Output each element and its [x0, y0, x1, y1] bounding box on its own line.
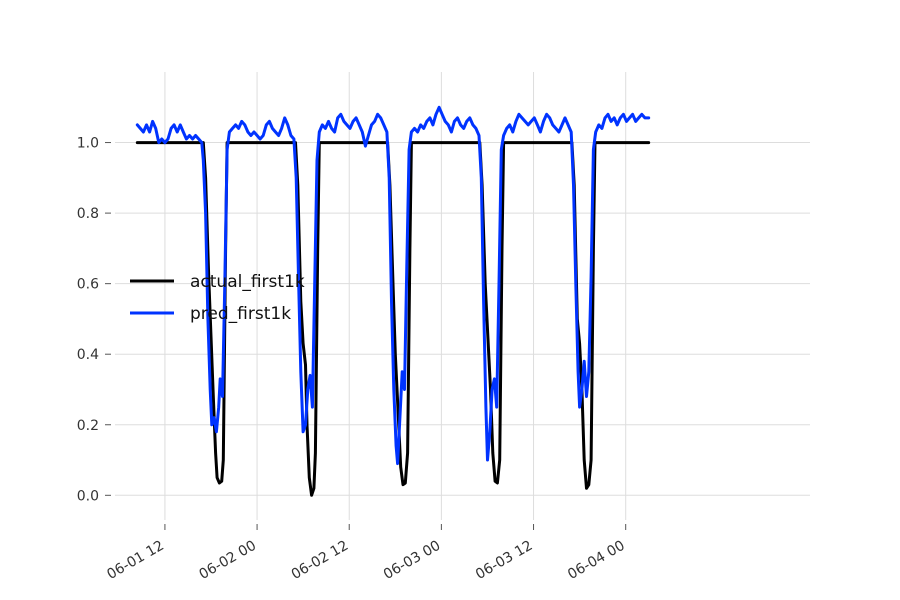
grid [115, 72, 810, 520]
x-tick-label: 06-04 00 [565, 538, 628, 583]
y-tick-label: 0.6 [77, 277, 99, 293]
y-tick-label: 0.2 [77, 418, 99, 434]
y-tick-label: 0.0 [77, 488, 99, 504]
x-tick-label: 06-02 00 [197, 538, 260, 583]
x-tick-label: 06-03 12 [473, 538, 536, 583]
x-tick-label: 06-01 12 [104, 538, 167, 583]
series-line-pred_first1k [135, 105, 651, 466]
series-layer [135, 105, 651, 497]
x-tick-label: 06-03 00 [381, 538, 444, 583]
legend-label-pred: pred_first1k [190, 304, 291, 324]
x-tick-label: 06-02 12 [289, 538, 352, 583]
x-axis-ticks: 06-01 12 06-02 00 06-02 12 06-03 00 06-03 12… [104, 524, 628, 583]
legend-label-actual: actual_first1k [190, 272, 305, 292]
y-tick-label: 0.8 [77, 206, 99, 222]
y-axis-ticks: 0.0 0.2 0.4 0.6 0.8 1.0 [77, 136, 111, 504]
legend: actual_first1k pred_first1k [130, 272, 305, 324]
y-tick-label: 1.0 [77, 136, 99, 152]
y-tick-label: 0.4 [77, 347, 99, 363]
